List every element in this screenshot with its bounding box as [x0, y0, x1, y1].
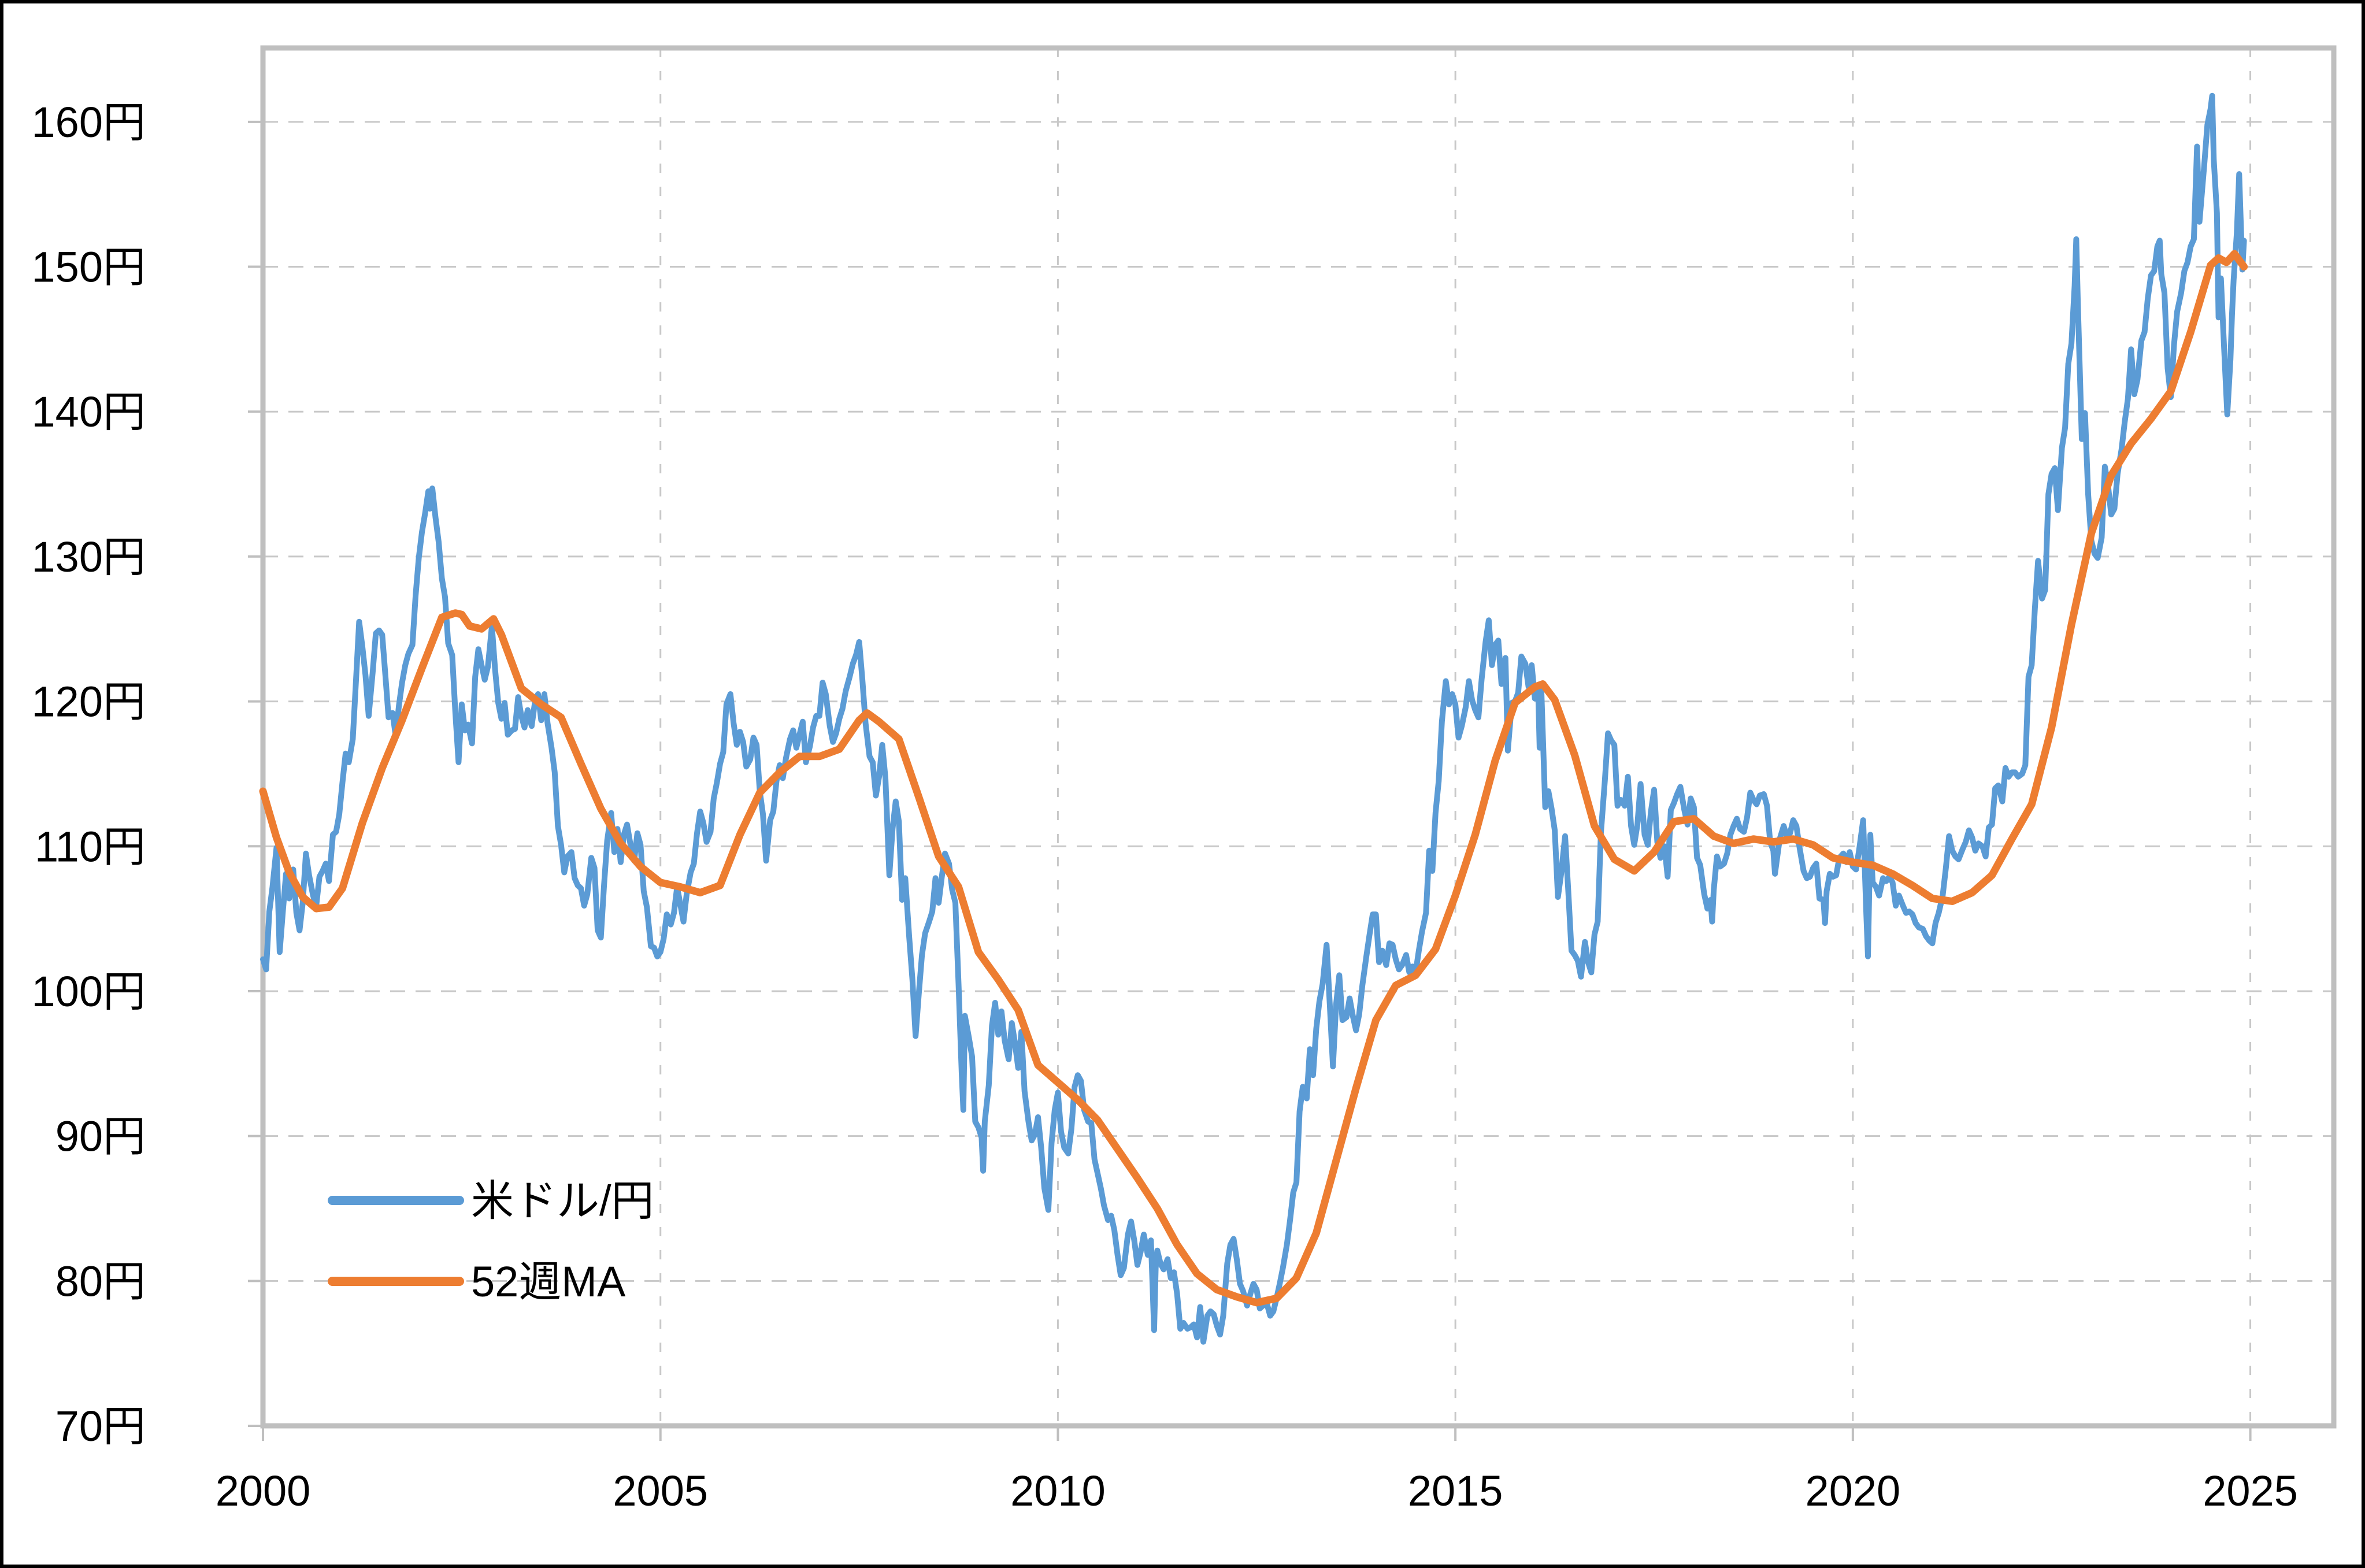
- plot-area-border: [260, 45, 2337, 1429]
- y-tick-label: 150円: [32, 243, 146, 291]
- x-tick-label: 2010: [1010, 1467, 1106, 1515]
- y-tick-label: 140円: [32, 388, 146, 436]
- legend-label-usdjpy: 米ドル/円: [471, 1177, 654, 1225]
- x-tick-label: 2005: [613, 1467, 708, 1515]
- x-tick-label: 2015: [1408, 1467, 1503, 1515]
- series-line-1: [259, 250, 2248, 1307]
- x-tick-label: 2025: [2203, 1467, 2298, 1515]
- legend: 米ドル/円 52週MA: [328, 1177, 654, 1306]
- y-tick-label: 110円: [35, 822, 146, 870]
- axis-ticks: [248, 120, 2252, 1441]
- y-tick-label: 80円: [55, 1257, 146, 1305]
- x-tick-label: 2000: [216, 1467, 311, 1515]
- y-tick-label: 90円: [55, 1113, 146, 1161]
- y-tick-label: 100円: [32, 968, 146, 1015]
- y-tick-label: 120円: [32, 678, 146, 726]
- legend-label-ma52w: 52週MA: [471, 1258, 626, 1306]
- series-lines: [259, 92, 2248, 1345]
- x-tick-label: 2020: [1806, 1467, 1901, 1515]
- y-tick-label: 70円: [55, 1402, 146, 1450]
- y-axis-labels: 70円 80円 90円 100円 110円 120円 130円 140円 150円 160円: [32, 98, 146, 1450]
- plot-frame: [260, 45, 2337, 1429]
- x-axis-labels: 2000 2005 2010 2015 2020 2025: [216, 1467, 2298, 1515]
- y-tick-label: 130円: [32, 533, 146, 581]
- y-tick-label: 160円: [32, 98, 146, 146]
